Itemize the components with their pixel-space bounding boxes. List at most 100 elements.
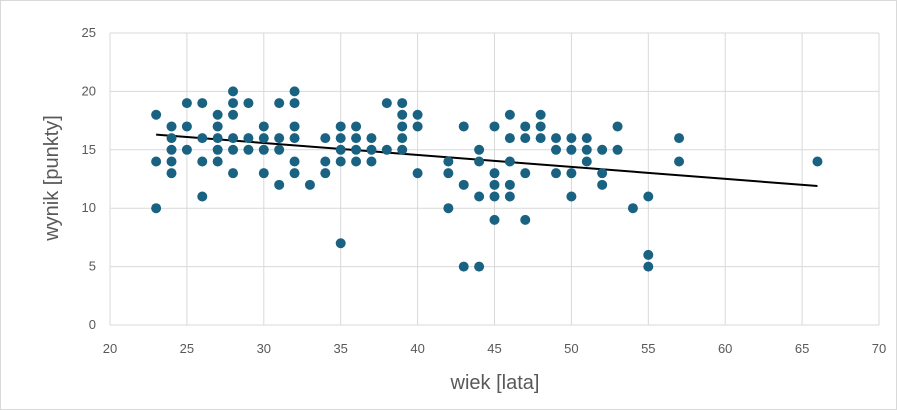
y-axis-title: wynik [punkty] xyxy=(41,115,63,242)
y-tick-labels: 0 5 10 15 20 25 xyxy=(82,25,96,332)
data-point xyxy=(212,156,223,167)
data-point xyxy=(597,168,608,179)
data-point xyxy=(166,168,177,179)
data-point xyxy=(366,156,377,167)
data-point xyxy=(274,133,285,144)
x-tick-label: 55 xyxy=(641,341,655,356)
data-point xyxy=(489,191,500,202)
data-point xyxy=(643,191,654,202)
y-tick-label: 20 xyxy=(82,83,96,98)
data-point xyxy=(381,98,392,109)
data-point xyxy=(412,121,423,132)
data-point xyxy=(335,156,346,167)
data-point xyxy=(197,191,208,202)
data-point xyxy=(320,133,331,144)
data-point xyxy=(243,144,254,155)
data-point xyxy=(458,261,469,272)
y-tick-label: 25 xyxy=(82,25,96,40)
x-tick-labels: 20 25 30 35 40 45 50 55 60 65 70 xyxy=(103,341,886,356)
x-tick-label: 50 xyxy=(564,341,578,356)
data-point xyxy=(197,156,208,167)
data-point xyxy=(535,109,546,120)
data-point xyxy=(228,144,239,155)
data-point xyxy=(566,133,577,144)
data-point xyxy=(535,121,546,132)
data-point xyxy=(228,109,239,120)
data-point xyxy=(243,133,254,144)
x-tick-label: 45 xyxy=(487,341,501,356)
data-point xyxy=(551,168,562,179)
data-point xyxy=(520,133,531,144)
data-point xyxy=(397,121,408,132)
data-point xyxy=(581,156,592,167)
data-point xyxy=(397,98,408,109)
data-point xyxy=(197,98,208,109)
data-point xyxy=(397,144,408,155)
data-point xyxy=(489,121,500,132)
data-point xyxy=(274,144,285,155)
data-point xyxy=(674,133,685,144)
data-point xyxy=(335,121,346,132)
data-point xyxy=(212,121,223,132)
data-point xyxy=(520,121,531,132)
data-point xyxy=(289,121,300,132)
data-point xyxy=(520,168,531,179)
data-point xyxy=(335,144,346,155)
data-point xyxy=(643,249,654,260)
data-point xyxy=(381,144,392,155)
data-point xyxy=(474,156,485,167)
y-tick-label: 10 xyxy=(82,200,96,215)
data-point xyxy=(274,98,285,109)
data-point xyxy=(212,109,223,120)
trendline xyxy=(156,133,818,188)
x-tick-label: 20 xyxy=(103,341,117,356)
x-tick-label: 40 xyxy=(410,341,424,356)
data-point xyxy=(181,121,192,132)
data-point xyxy=(258,133,269,144)
data-point xyxy=(320,156,331,167)
data-point xyxy=(489,214,500,225)
x-tick-label: 35 xyxy=(333,341,347,356)
data-point xyxy=(304,179,315,190)
data-point xyxy=(289,156,300,167)
data-point xyxy=(535,133,546,144)
data-point xyxy=(443,203,454,214)
data-point xyxy=(520,214,531,225)
data-point xyxy=(258,168,269,179)
data-point xyxy=(166,144,177,155)
data-point xyxy=(458,121,469,132)
data-point xyxy=(212,144,223,155)
data-point xyxy=(597,144,608,155)
data-point xyxy=(458,179,469,190)
data-point xyxy=(489,179,500,190)
data-point xyxy=(412,109,423,120)
data-point xyxy=(551,144,562,155)
data-point xyxy=(504,179,515,190)
data-point xyxy=(289,133,300,144)
data-point xyxy=(351,156,362,167)
data-point xyxy=(289,86,300,97)
data-point xyxy=(289,168,300,179)
data-point xyxy=(443,156,454,167)
data-point xyxy=(181,98,192,109)
data-point xyxy=(166,121,177,132)
data-point xyxy=(320,168,331,179)
data-point xyxy=(581,133,592,144)
data-point xyxy=(612,144,623,155)
x-tick-label: 25 xyxy=(180,341,194,356)
data-points xyxy=(151,86,823,272)
data-point xyxy=(812,156,823,167)
data-point xyxy=(397,109,408,120)
data-point xyxy=(397,133,408,144)
data-point xyxy=(566,168,577,179)
data-point xyxy=(474,144,485,155)
data-point xyxy=(443,168,454,179)
x-tick-label: 65 xyxy=(795,341,809,356)
data-point xyxy=(551,133,562,144)
data-point xyxy=(612,121,623,132)
data-point xyxy=(366,133,377,144)
data-point xyxy=(474,191,485,202)
data-point xyxy=(258,144,269,155)
data-point xyxy=(151,203,162,214)
